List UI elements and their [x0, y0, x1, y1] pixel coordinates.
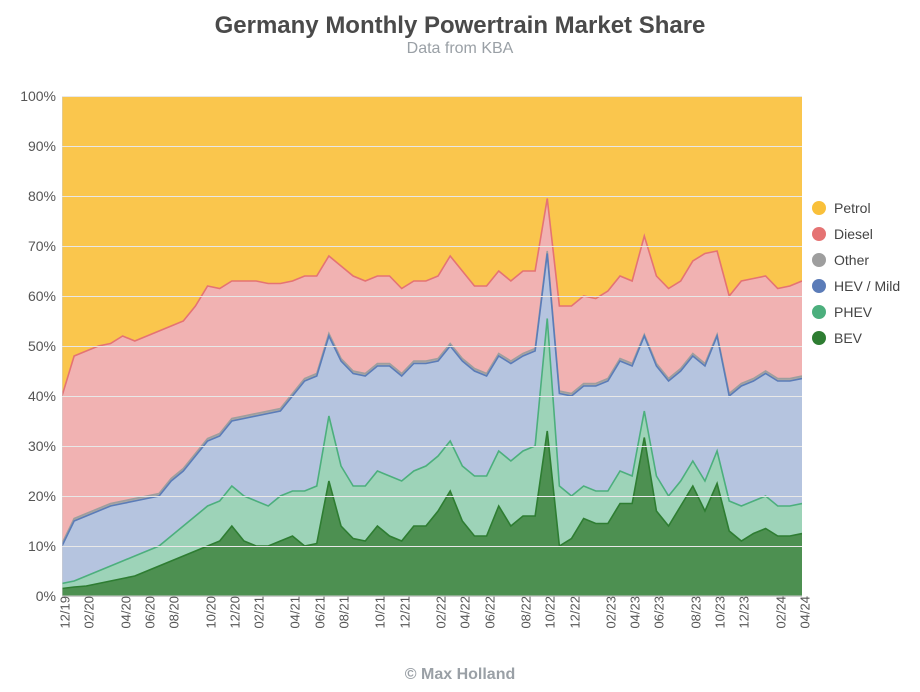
x-axis-label: 04/20: [112, 596, 133, 629]
chart-subtitle: Data from KBA: [0, 40, 920, 58]
x-axis-label: 04/21: [282, 596, 303, 629]
x-axis-label: 08/23: [682, 596, 703, 629]
x-axis-label: 04/22: [452, 596, 473, 629]
x-axis-label: 02/20: [76, 596, 97, 629]
y-axis-label: 20%: [28, 488, 62, 504]
x-axis-label: 12/20: [221, 596, 242, 629]
legend-item: Other: [812, 252, 900, 268]
x-axis-label: 10/21: [367, 596, 388, 629]
x-axis-label: 12/22: [561, 596, 582, 629]
legend-label: Petrol: [834, 200, 871, 216]
x-axis-label: 08/21: [331, 596, 352, 629]
gridline: [62, 446, 802, 447]
gridline: [62, 146, 802, 147]
gridline: [62, 196, 802, 197]
y-axis-label: 40%: [28, 388, 62, 404]
legend-item: Petrol: [812, 200, 900, 216]
plot-area: 0%10%20%30%40%50%60%70%80%90%100%12/1902…: [62, 96, 802, 596]
legend-swatch: [812, 331, 826, 345]
x-axis-label: 04/24: [792, 596, 813, 629]
y-axis-label: 80%: [28, 188, 62, 204]
gridline: [62, 96, 802, 97]
chart-credit: © Max Holland: [0, 666, 920, 684]
y-axis-label: 50%: [28, 338, 62, 354]
legend: Petrol Diesel Other HEV / Mild PHEV BEV: [812, 200, 900, 356]
legend-label: BEV: [834, 330, 862, 346]
y-axis-label: 100%: [20, 88, 62, 104]
x-axis-label: 12/23: [731, 596, 752, 629]
x-axis-label: 06/21: [306, 596, 327, 629]
legend-swatch: [812, 253, 826, 267]
y-axis-label: 10%: [28, 538, 62, 554]
gridline: [62, 296, 802, 297]
legend-label: Other: [834, 252, 869, 268]
legend-item: PHEV: [812, 304, 900, 320]
gridline: [62, 546, 802, 547]
x-axis-label: 02/21: [246, 596, 267, 629]
x-axis-label: 08/22: [512, 596, 533, 629]
chart-title: Germany Monthly Powertrain Market Share: [0, 0, 920, 40]
y-axis-label: 70%: [28, 238, 62, 254]
x-axis-label: 10/20: [197, 596, 218, 629]
x-axis-label: 02/22: [428, 596, 449, 629]
x-axis-label: 12/21: [391, 596, 412, 629]
x-axis-label: 02/23: [597, 596, 618, 629]
legend-label: HEV / Mild: [834, 278, 900, 294]
x-axis-label: 06/23: [646, 596, 667, 629]
legend-swatch: [812, 279, 826, 293]
gridline: [62, 496, 802, 497]
x-axis-label: 02/24: [767, 596, 788, 629]
legend-label: PHEV: [834, 304, 872, 320]
legend-swatch: [812, 227, 826, 241]
y-axis-label: 30%: [28, 438, 62, 454]
x-axis-label: 12/19: [52, 596, 73, 629]
x-axis-label: 10/23: [707, 596, 728, 629]
gridline: [62, 346, 802, 347]
x-axis-label: 04/23: [622, 596, 643, 629]
y-axis-label: 60%: [28, 288, 62, 304]
legend-swatch: [812, 201, 826, 215]
legend-item: HEV / Mild: [812, 278, 900, 294]
gridline: [62, 396, 802, 397]
legend-item: BEV: [812, 330, 900, 346]
x-axis-label: 10/22: [537, 596, 558, 629]
legend-item: Diesel: [812, 226, 900, 242]
y-axis-label: 90%: [28, 138, 62, 154]
x-axis-label: 08/20: [161, 596, 182, 629]
legend-label: Diesel: [834, 226, 873, 242]
gridline: [62, 246, 802, 247]
x-axis-label: 06/20: [136, 596, 157, 629]
x-axis-label: 06/22: [476, 596, 497, 629]
chart-container: { "title": "Germany Monthly Powertrain M…: [0, 0, 920, 692]
legend-swatch: [812, 305, 826, 319]
